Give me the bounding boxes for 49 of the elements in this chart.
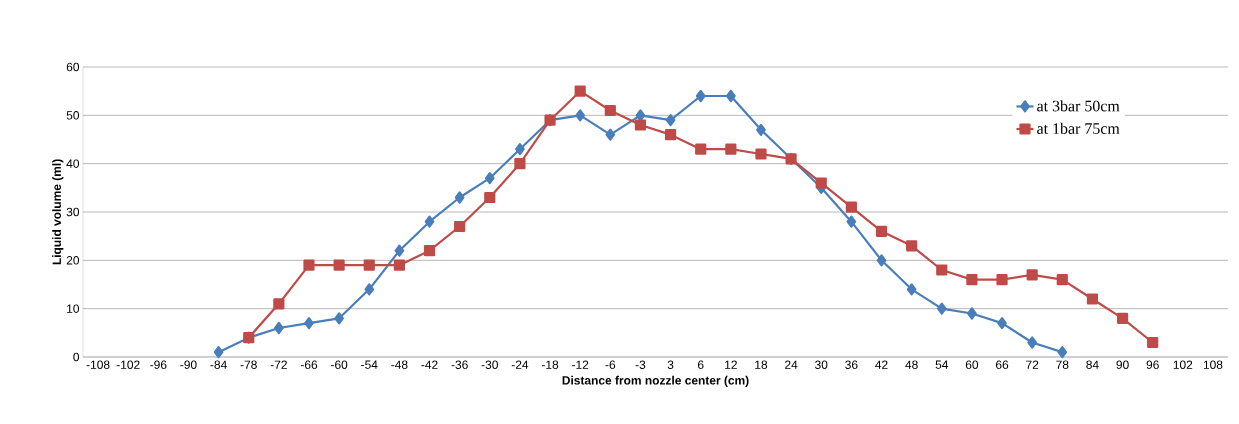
x-tick-label: 96 — [1146, 360, 1159, 369]
x-tick-label: 6 — [697, 360, 704, 369]
x-tick-label: -108 — [86, 360, 110, 369]
y-axis-title: Liquid volume (ml) — [52, 159, 64, 265]
x-tick-label: -90 — [180, 360, 197, 369]
legend-label: at 1bar 75cm — [1037, 122, 1120, 134]
x-tick-label: 90 — [1116, 360, 1129, 369]
x-tick-label: -96 — [150, 360, 167, 369]
x-tick-label: -54 — [361, 360, 378, 369]
y-tick-label: 30 — [66, 207, 80, 217]
x-tick-label: 18 — [755, 360, 768, 369]
y-tick-label: 10 — [67, 304, 80, 313]
x-tick-label: 36 — [845, 360, 858, 369]
x-tick-label: -24 — [511, 360, 529, 369]
x-tick-label: -84 — [210, 360, 227, 369]
x-tick-label: 72 — [1026, 360, 1039, 369]
x-tick-label: -30 — [481, 360, 498, 369]
x-tick-label: 84 — [1086, 360, 1099, 369]
y-tick-label: 40 — [66, 159, 80, 168]
y-tick-label: 50 — [66, 111, 80, 120]
x-tick-label: -48 — [391, 360, 408, 369]
x-tick-label: -12 — [572, 360, 589, 369]
x-tick-label: 12 — [725, 360, 737, 369]
x-axis-title: Distance from nozzle center (cm) — [562, 375, 749, 387]
y-tick-label: 20 — [66, 256, 80, 265]
x-tick-label: -3 — [635, 360, 646, 369]
legend-label: at 3bar 50cm — [1037, 100, 1120, 112]
x-tick-label: -36 — [451, 360, 468, 369]
x-tick-label: 24 — [785, 360, 798, 369]
x-tick-label: 3 — [667, 360, 674, 369]
x-tick-label: -78 — [240, 360, 257, 369]
x-tick-label: -18 — [541, 360, 559, 369]
x-tick-label: 54 — [935, 360, 949, 369]
x-tick-label: -102 — [116, 360, 140, 369]
x-tick-label: 108 — [1203, 360, 1223, 369]
x-tick-label: 60 — [965, 360, 979, 369]
x-tick-label: 66 — [995, 360, 1009, 369]
x-tick-label: 78 — [1056, 360, 1069, 369]
x-tick-label: 102 — [1173, 360, 1193, 369]
x-tick-label: -66 — [300, 360, 318, 369]
x-tick-label: 30 — [815, 360, 828, 369]
x-tick-label: -72 — [270, 360, 287, 369]
y-tick-label: 0 — [73, 352, 80, 362]
x-tick-label: -6 — [605, 360, 616, 369]
x-tick-label: -42 — [421, 360, 438, 369]
x-tick-label: -60 — [331, 360, 348, 369]
x-tick-label: 48 — [905, 360, 918, 369]
x-tick-label: 42 — [875, 360, 888, 369]
y-tick-label: 60 — [66, 62, 80, 72]
